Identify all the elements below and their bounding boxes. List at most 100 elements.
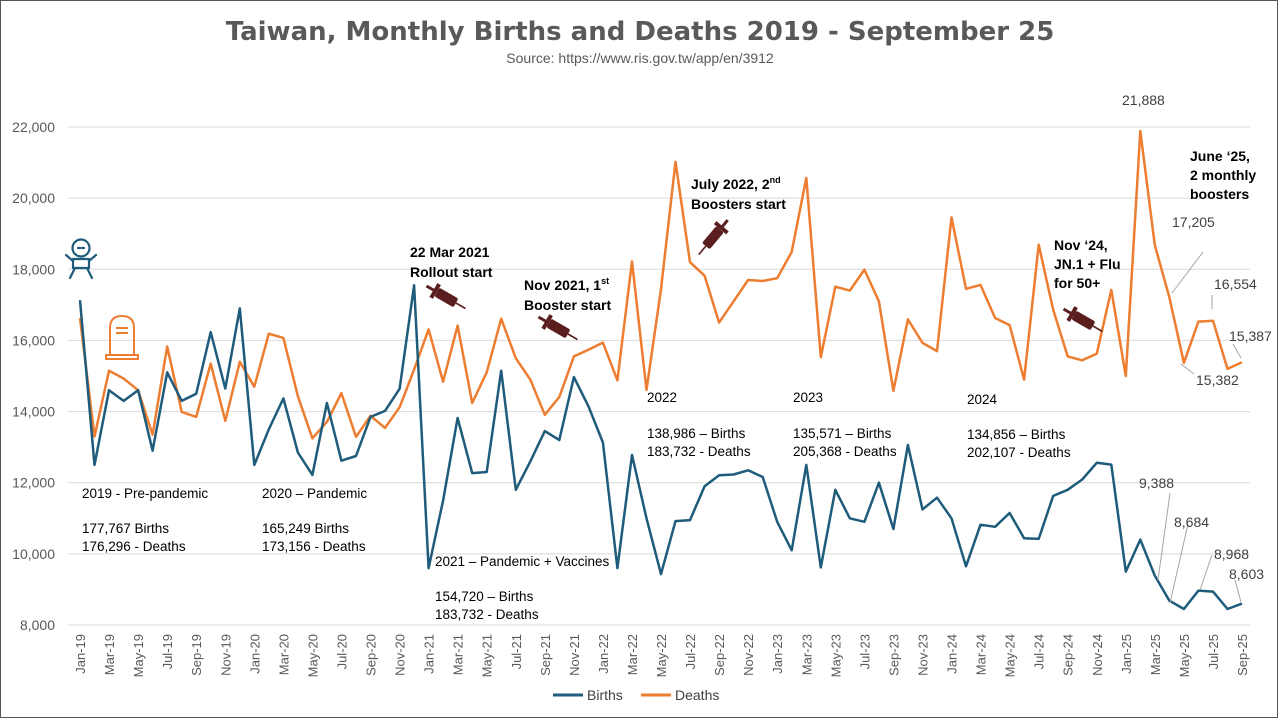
annotation-2019-deaths: 176,296 - Deaths <box>82 539 186 554</box>
y-tick-label: 12,000 <box>12 475 55 491</box>
x-tick-label: May-21 <box>480 634 495 677</box>
leader-line-8968 <box>1199 554 1213 591</box>
annotation-booster1: Nov 2021, 1st Booster start <box>524 276 611 313</box>
annotation-booster2: July 2022, 2nd Boosters start <box>691 175 786 212</box>
x-tick-label: Sep-20 <box>364 634 379 676</box>
series-line-births <box>78 284 1243 611</box>
x-tick-label: Mar-20 <box>276 634 291 675</box>
annotation-2023: 2023 135,571 – Births 205,368 - Deaths <box>793 390 897 459</box>
annotation-2024-title: 2024 <box>967 392 998 407</box>
annotation-rollout-line2: Rollout start <box>410 264 493 280</box>
data-label-15387: 15,387 <box>1229 328 1272 344</box>
data-label-9388: 9,388 <box>1139 475 1174 491</box>
legend-item-deaths: Deaths <box>641 687 719 703</box>
x-tick-label: Mar-21 <box>451 634 466 675</box>
data-label-8603: 8,603 <box>1229 566 1264 582</box>
x-tick-label: Jul-21 <box>509 634 524 669</box>
annotation-jn1-line3: for 50+ <box>1054 275 1100 291</box>
x-tick-label: Sep-23 <box>886 634 901 676</box>
y-axis-ticks: 8,000 10,000 12,000 14,000 16,000 18,000 20,00… <box>12 119 55 633</box>
x-tick-label: May-22 <box>654 634 669 677</box>
annotation-2021: 2021 – Pandemic + Vaccines 154,720 – Bir… <box>435 554 609 622</box>
x-tick-label: Jan-22 <box>596 634 611 674</box>
annotation-2019-title: 2019 - Pre-pandemic <box>82 486 208 501</box>
annotation-june25-line3: boosters <box>1190 186 1249 202</box>
annotation-2021-deaths: 183,732 - Deaths <box>435 607 539 622</box>
x-tick-label: May-25 <box>1177 634 1192 677</box>
annotation-2019: 2019 - Pre-pandemic 177,767 Births 176,2… <box>82 486 208 554</box>
x-tick-label: Mar-23 <box>799 634 814 675</box>
x-tick-label: Sep-19 <box>189 634 204 676</box>
x-tick-label: Sep-24 <box>1061 634 1076 676</box>
syringe-icon <box>1062 306 1103 333</box>
x-tick-label: May-23 <box>828 634 843 677</box>
leader-line-8684 <box>1169 523 1189 604</box>
x-tick-label: Jul-23 <box>857 634 872 669</box>
annotation-2024-deaths: 202,107 - Deaths <box>967 445 1071 460</box>
legend-label-deaths: Deaths <box>675 687 719 703</box>
x-axis-ticks: Jan-19 Mar-19 May-19 Jul-19 Sep-19 Nov-19 Jan-… <box>73 634 1250 677</box>
x-tick-label: Mar-24 <box>974 634 989 675</box>
x-tick-label: Jul-24 <box>1032 634 1047 669</box>
annotation-june25: June ‘25, 2 monthly boosters <box>1190 148 1256 202</box>
x-tick-label: Sep-22 <box>712 634 727 676</box>
annotation-2023-deaths: 205,368 - Deaths <box>793 444 897 459</box>
annotation-jn1-line2: JN.1 + Flu <box>1054 256 1121 272</box>
chart-subtitle: Source: https://www.ris.gov.tw/app/en/39… <box>506 50 774 66</box>
gridlines <box>68 126 1250 626</box>
x-tick-label: May-24 <box>1003 634 1018 677</box>
data-label-15382: 15,382 <box>1196 372 1239 388</box>
annotation-rollout-line1: 22 Mar 2021 <box>410 244 490 260</box>
data-labels: 21,888 17,205 16,554 15,387 15,382 9,388… <box>1122 92 1272 604</box>
annotation-2022-births: 138,986 – Births <box>647 426 746 441</box>
annotation-booster1-line1: Nov 2021, 1st <box>524 276 609 293</box>
annotation-2019-births: 177,767 Births <box>82 521 169 536</box>
x-tick-label: Mar-22 <box>625 634 640 675</box>
annotation-2020-title: 2020 – Pandemic <box>262 486 367 501</box>
x-tick-label: Mar-25 <box>1148 634 1163 675</box>
annotation-2021-births: 154,720 – Births <box>435 589 534 604</box>
data-label-8684: 8,684 <box>1174 514 1209 530</box>
leader-line-8603 <box>1234 579 1242 603</box>
annotation-jn1-line1: Nov ‘24, <box>1054 237 1108 253</box>
leader-line-9388 <box>1157 492 1171 581</box>
annotation-2022: 2022 138,986 – Births 183,732 - Deaths <box>647 390 751 459</box>
x-tick-label: May-20 <box>305 634 320 677</box>
x-tick-label: Jan-23 <box>770 634 785 674</box>
x-tick-label: Jul-22 <box>683 634 698 669</box>
data-label-16554: 16,554 <box>1214 276 1257 292</box>
x-tick-label: Mar-19 <box>102 634 117 675</box>
syringe-icon <box>425 283 466 310</box>
y-tick-label: 14,000 <box>12 404 55 420</box>
baby-icon <box>64 238 98 280</box>
annotation-booster2-line2: Boosters start <box>691 196 786 212</box>
data-label-21888: 21,888 <box>1122 92 1165 108</box>
annotation-2022-title: 2022 <box>647 390 677 405</box>
annotation-2020-deaths: 173,156 - Deaths <box>262 539 366 554</box>
chart-title: Taiwan, Monthly Births and Deaths 2019 -… <box>226 17 1055 47</box>
x-tick-label: Nov-24 <box>1090 634 1105 676</box>
series-line-deaths <box>78 129 1243 440</box>
x-tick-label: Jul-20 <box>334 634 349 669</box>
annotation-booster1-line2: Booster start <box>524 297 611 313</box>
x-tick-label: May-19 <box>131 634 146 677</box>
x-tick-label: Jan-25 <box>1119 634 1134 674</box>
annotation-june25-line1: June ‘25, <box>1190 148 1250 164</box>
x-tick-label: Nov-22 <box>741 634 756 676</box>
x-tick-label: Jul-19 <box>160 634 175 669</box>
annotation-jn1: Nov ‘24, JN.1 + Flu for 50+ <box>1054 237 1121 291</box>
annotation-2023-births: 135,571 – Births <box>793 426 892 441</box>
y-tick-label: 16,000 <box>12 332 55 348</box>
legend: Births Deaths <box>553 687 719 703</box>
y-tick-label: 10,000 <box>12 546 55 562</box>
annotation-2023-title: 2023 <box>793 390 823 405</box>
legend-label-births: Births <box>587 687 623 703</box>
leader-line-15387 <box>1232 343 1242 359</box>
x-tick-label: Sep-25 <box>1235 634 1250 676</box>
data-label-17205: 17,205 <box>1172 214 1215 230</box>
x-tick-label: Nov-19 <box>218 634 233 676</box>
data-label-8968: 8,968 <box>1214 546 1249 562</box>
x-tick-label: Jan-24 <box>945 634 960 674</box>
